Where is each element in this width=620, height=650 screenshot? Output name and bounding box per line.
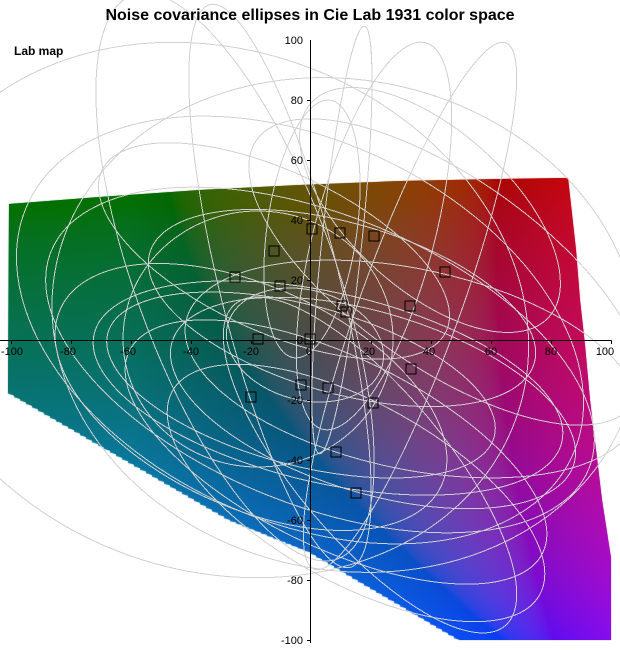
svg-text:-60: -60 — [120, 346, 136, 358]
svg-text:60: 60 — [291, 155, 303, 167]
svg-text:20: 20 — [291, 275, 303, 287]
svg-text:0: 0 — [306, 346, 312, 358]
svg-text:-80: -80 — [287, 575, 303, 587]
svg-text:80: 80 — [545, 346, 557, 358]
svg-text:-40: -40 — [183, 346, 199, 358]
svg-text:-20: -20 — [243, 346, 259, 358]
svg-text:Lab map: Lab map — [14, 44, 63, 58]
svg-text:-100: -100 — [281, 635, 303, 647]
svg-text:-40: -40 — [287, 455, 303, 467]
svg-text:-60: -60 — [287, 515, 303, 527]
svg-text:60: 60 — [485, 346, 497, 358]
svg-text:80: 80 — [291, 95, 303, 107]
svg-text:100: 100 — [285, 35, 303, 47]
svg-text:20: 20 — [363, 346, 375, 358]
svg-text:40: 40 — [291, 215, 303, 227]
svg-text:-100: -100 — [1, 346, 23, 358]
svg-text:100: 100 — [596, 346, 614, 358]
svg-text:-20: -20 — [287, 395, 303, 407]
svg-text:40: 40 — [423, 346, 435, 358]
svg-text:0: 0 — [297, 335, 303, 347]
svg-text:Noise covariance ellipses in C: Noise covariance ellipses in Cie Lab 193… — [105, 7, 514, 24]
svg-text:-80: -80 — [60, 346, 76, 358]
